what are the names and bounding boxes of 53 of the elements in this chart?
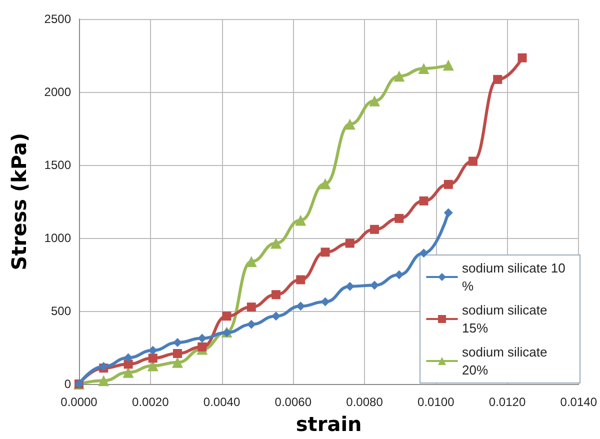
- point: [394, 214, 404, 223]
- y-axis-title: Stress (kPa): [7, 132, 31, 270]
- point: [246, 302, 256, 312]
- x-tick-label: 0.0020: [132, 395, 170, 409]
- point: [369, 95, 380, 106]
- point: [295, 214, 306, 226]
- point: [444, 180, 453, 189]
- point: [394, 70, 405, 82]
- point: [518, 53, 527, 62]
- y-tick-label: 0: [64, 377, 72, 391]
- point: [98, 375, 110, 386]
- y-tick-label: 2500: [44, 12, 72, 26]
- point: [173, 338, 182, 348]
- point: [296, 275, 306, 284]
- point: [419, 248, 428, 258]
- x-tick-label: 0.0080: [346, 395, 384, 409]
- y-tick-label: 1500: [44, 158, 72, 172]
- legend-label: sodium silicate 20%: [462, 344, 551, 378]
- point: [272, 290, 281, 300]
- x-tick-label: 0.0100: [418, 395, 455, 409]
- point: [418, 62, 430, 74]
- point: [148, 354, 158, 363]
- x-tick-label: 0.0120: [488, 395, 526, 409]
- point: [198, 342, 207, 352]
- point: [320, 248, 330, 257]
- point: [344, 118, 356, 130]
- point: [394, 270, 404, 280]
- x-tick-label: 0.0140: [560, 395, 598, 409]
- point: [370, 224, 380, 234]
- legend-label: sodium silicate 10 %: [462, 260, 569, 294]
- point: [246, 320, 256, 329]
- point: [345, 282, 354, 291]
- point: [172, 356, 183, 368]
- point: [442, 60, 454, 71]
- point: [493, 74, 502, 84]
- x-tick-label: 0.0000: [60, 395, 98, 409]
- point: [173, 348, 182, 358]
- x-tick-label: 0.0040: [203, 395, 240, 409]
- point: [444, 208, 453, 218]
- point: [468, 156, 478, 166]
- point: [270, 238, 282, 249]
- point: [222, 312, 232, 321]
- point: [419, 196, 428, 206]
- point: [345, 238, 354, 248]
- x-axis-title: strain: [296, 412, 362, 436]
- y-tick-label: 1000: [44, 231, 72, 245]
- y-tick-label: 2000: [44, 85, 72, 99]
- point: [124, 353, 133, 362]
- point: [320, 178, 331, 190]
- y-tick-label: 500: [50, 304, 72, 318]
- point: [124, 360, 133, 369]
- legend-label: sodium silicate 15%: [462, 302, 551, 336]
- x-tick-label: 0.0060: [274, 395, 312, 409]
